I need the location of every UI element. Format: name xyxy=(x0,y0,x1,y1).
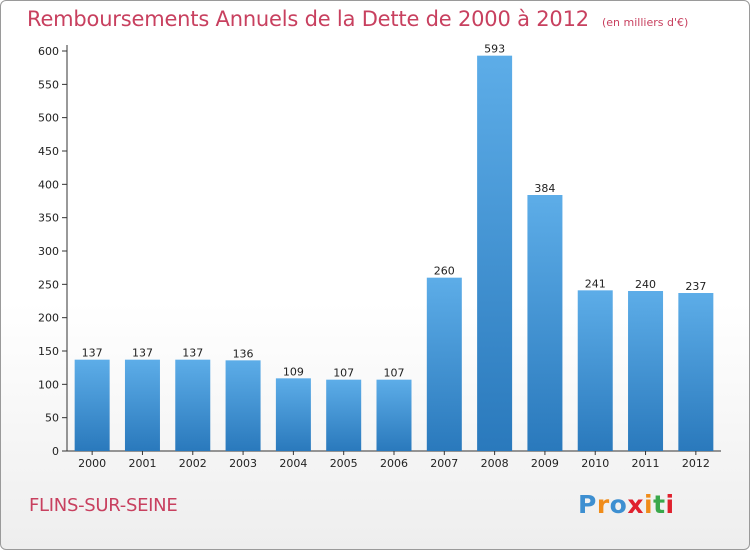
x-tick-label-2010: 2010 xyxy=(581,457,609,470)
y-tick-label: 0 xyxy=(52,445,59,458)
logo-letter-5: t xyxy=(653,490,666,519)
y-tick-label: 400 xyxy=(38,178,59,191)
labels: 2000 137 2001 137 2002 137 2003 136 2004 109 2005 1… xyxy=(78,43,710,470)
chart-unit: (en milliers d'€) xyxy=(602,16,689,29)
y-tick-label: 100 xyxy=(38,378,59,391)
bar-2009 xyxy=(527,195,563,451)
chart-title-row: Remboursements Annuels de la Dette de 20… xyxy=(27,7,688,31)
bar-value-label-2011: 240 xyxy=(635,278,656,291)
bar-2004 xyxy=(275,378,311,451)
bar-2012 xyxy=(678,293,714,451)
logo-letter-1: r xyxy=(596,490,610,519)
logo-letter-3: x xyxy=(627,490,644,519)
bars xyxy=(74,55,714,452)
bar-value-label-2009: 384 xyxy=(534,182,555,195)
logo-letter-4: i xyxy=(644,490,654,519)
chart-title: Remboursements Annuels de la Dette de 20… xyxy=(27,7,589,31)
bar-2010 xyxy=(577,290,613,451)
y-tick-label: 150 xyxy=(38,345,59,358)
bar-value-label-2006: 107 xyxy=(384,367,405,380)
y-tick-label: 200 xyxy=(38,312,59,325)
bar-value-label-2007: 260 xyxy=(434,265,455,278)
x-tick-label-2007: 2007 xyxy=(430,457,458,470)
x-tick-label-2005: 2005 xyxy=(330,457,358,470)
bar-value-label-2001: 137 xyxy=(132,347,153,360)
x-tick-label-2008: 2008 xyxy=(481,457,509,470)
y-tick-label: 450 xyxy=(38,145,59,158)
bar-value-label-2002: 137 xyxy=(182,347,203,360)
y-tick-label: 250 xyxy=(38,278,59,291)
x-tick-label-2003: 2003 xyxy=(229,457,257,470)
bar-2008 xyxy=(477,55,513,452)
bar-value-label-2004: 109 xyxy=(283,365,304,378)
bar-2002 xyxy=(175,359,211,451)
x-tick-label-2000: 2000 xyxy=(78,457,106,470)
bar-2006 xyxy=(376,379,412,451)
city-name: FLINS-SUR-SEINE xyxy=(29,495,178,516)
bar-2005 xyxy=(326,379,362,451)
x-tick-label-2001: 2001 xyxy=(128,457,156,470)
bar-value-label-2010: 241 xyxy=(585,277,606,290)
bar-2000 xyxy=(74,359,110,451)
x-tick-label-2004: 2004 xyxy=(279,457,307,470)
y-tick-label: 500 xyxy=(38,112,59,125)
y-tick-label: 600 xyxy=(38,45,59,58)
bar-value-label-2003: 136 xyxy=(233,347,254,360)
x-tick-label-2009: 2009 xyxy=(531,457,559,470)
logo-letter-6: i xyxy=(665,490,675,519)
y-tick-label: 350 xyxy=(38,212,59,225)
y-tick-label: 300 xyxy=(38,245,59,258)
x-tick-label-2012: 2012 xyxy=(682,457,710,470)
bar-value-label-2005: 107 xyxy=(333,367,354,380)
y-tick-label: 50 xyxy=(45,412,59,425)
bar-value-label-2012: 237 xyxy=(685,280,706,293)
bar-value-label-2008: 593 xyxy=(484,43,505,56)
y-tick-label: 550 xyxy=(38,78,59,91)
x-tick-label-2006: 2006 xyxy=(380,457,408,470)
bar-2003 xyxy=(225,360,261,451)
bar-value-label-2000: 137 xyxy=(82,347,103,360)
proxiti-logo: Proxiti xyxy=(578,490,675,519)
logo-letter-0: P xyxy=(578,490,597,519)
bar-2001 xyxy=(124,359,160,451)
logo-letter-2: o xyxy=(609,490,628,519)
x-tick-label-2011: 2011 xyxy=(632,457,660,470)
bar-2011 xyxy=(628,291,664,451)
x-tick-label-2002: 2002 xyxy=(179,457,207,470)
bar-2007 xyxy=(426,277,462,451)
